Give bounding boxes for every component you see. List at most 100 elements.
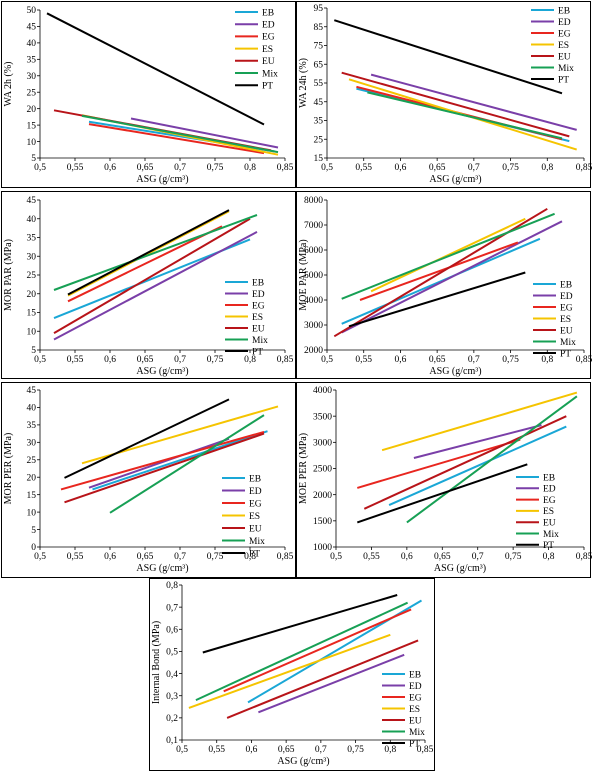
x-tick-label: 0,7 — [174, 163, 186, 173]
x-tick-label: 0,65 — [429, 355, 446, 365]
x-tick-label: 0,85 — [417, 745, 434, 755]
legend-label-pt: PT — [252, 347, 263, 357]
x-tick-label: 0,7 — [468, 355, 480, 365]
x-tick-label: 0,55 — [355, 355, 372, 365]
series-line-eb — [341, 237, 541, 325]
series-line-pt — [67, 209, 230, 296]
y-tick-label: 2500 — [313, 465, 332, 475]
y-tick-label: 40 — [27, 39, 37, 49]
y-tick-label: 50 — [27, 6, 37, 16]
x-tick-label: 0,8 — [541, 163, 553, 173]
x-axis-label: ASG (g/cm³) — [277, 756, 329, 767]
series-line-eg — [67, 225, 223, 303]
y-tick-label: 55 — [314, 79, 324, 89]
series-line-es — [381, 391, 578, 452]
x-tick-label: 0,6 — [245, 745, 257, 755]
legend-label-eg: EG — [558, 29, 571, 39]
x-axis-label: ASG (g/cm³) — [434, 563, 486, 574]
x-tick-label: 0,7 — [315, 745, 327, 755]
y-tick-label: 15 — [27, 491, 37, 501]
x-tick-label: 0,6 — [401, 552, 413, 562]
y-tick-label: 30 — [27, 252, 37, 262]
y-axis-label: MOE PER (MPa) — [298, 433, 309, 504]
series-line-mix — [367, 91, 563, 140]
y-tick-label: 10 — [27, 138, 37, 148]
legend-label-pt: PT — [409, 739, 420, 749]
legend-label-es: ES — [409, 705, 420, 715]
series-line-eu — [341, 71, 570, 138]
y-tick-label: 65 — [314, 60, 324, 70]
series-line-eu — [363, 415, 567, 510]
legend-label-mix: Mix — [249, 537, 265, 547]
y-tick-label: 15 — [314, 154, 324, 164]
x-axis-label: ASG (g/cm³) — [429, 366, 481, 377]
series-line-es — [370, 217, 526, 293]
y-tick-label: 0,2 — [166, 714, 178, 724]
series-line-eb — [388, 425, 567, 507]
legend-label-eu: EU — [543, 519, 556, 529]
x-tick-label: 0,6 — [394, 163, 406, 173]
y-tick-label: 0,4 — [166, 670, 178, 680]
y-tick-label: 15 — [27, 309, 37, 319]
x-tick-label: 0,75 — [207, 355, 224, 365]
chart-panel-mid1-left: 0,5 0,55 0,6 0,65 0,7 0,75 0,8 0,85 5 10 15 20 25 30 3… — [1, 191, 296, 379]
x-tick-label: 0,85 — [576, 552, 592, 562]
chart-panel-top-left: 0,5 0,55 0,6 0,65 0,7 0,75 0,8 0,85 5 10 15 20 25 30 3… — [1, 1, 296, 188]
series-line-pt — [333, 19, 563, 95]
y-tick-label: 2000 — [313, 491, 332, 501]
x-tick-label: 0,65 — [278, 745, 295, 755]
x-tick-label: 0,65 — [137, 355, 154, 365]
series-line-mix — [195, 601, 409, 702]
y-tick-label: 5 — [31, 526, 36, 536]
legend-label-mix: Mix — [252, 336, 268, 346]
y-tick-label: 1500 — [313, 517, 332, 527]
y-tick-label: 35 — [314, 117, 324, 127]
x-tick-label: 0,6 — [104, 552, 116, 562]
x-tick-label: 0,55 — [67, 163, 84, 173]
legend-label-pt: PT — [560, 349, 571, 359]
x-tick-label: 0,65 — [429, 163, 446, 173]
series-line-eg — [359, 241, 519, 301]
y-tick-label: 5000 — [304, 271, 323, 281]
legend-label-pt: PT — [543, 541, 554, 551]
series-line-pt — [348, 271, 526, 328]
x-axis-label: ASG (g/cm³) — [136, 366, 188, 377]
y-tick-label: 35 — [27, 234, 37, 244]
series-line-pt — [356, 463, 528, 524]
chart-panel-mid2-left: 0,5 0,55 0,6 0,65 0,7 0,75 0,8 0,85 0 5 10 15 20 25 30… — [1, 382, 296, 578]
x-tick-label: 0,75 — [502, 163, 519, 173]
y-tick-label: 45 — [314, 98, 324, 108]
legend-label-ed: ED — [262, 21, 275, 31]
x-tick-label: 0,7 — [174, 552, 186, 562]
y-tick-label: 35 — [27, 56, 37, 66]
series-line-ed — [130, 117, 279, 149]
y-tick-label: 3000 — [304, 321, 323, 331]
y-tick-label: 4000 — [304, 296, 323, 306]
y-tick-label: 20 — [27, 105, 37, 115]
series-line-eg — [88, 123, 265, 155]
x-tick-label: 0,55 — [363, 552, 380, 562]
y-tick-label: 15 — [27, 121, 37, 131]
x-tick-label: 0,8 — [541, 355, 553, 365]
legend-label-mix: Mix — [558, 64, 574, 74]
x-tick-label: 0,75 — [505, 552, 522, 562]
legend-label-es: ES — [249, 512, 260, 522]
legend-label-eg: EG — [262, 33, 275, 43]
y-tick-label: 25 — [27, 88, 37, 98]
y-axis-label: MOE PAR (MPa) — [298, 239, 309, 310]
legend-label-mix: Mix — [262, 69, 278, 79]
series-line-ed — [370, 73, 577, 131]
legend-label-eb: EB — [409, 670, 421, 680]
x-tick-label: 0,55 — [67, 552, 84, 562]
series-line-ed — [413, 424, 542, 459]
y-tick-label: 5 — [31, 154, 36, 164]
series-line-ed — [53, 231, 258, 341]
legend-label-es: ES — [262, 45, 273, 55]
legend-label-mix: Mix — [560, 338, 576, 348]
x-tick-label: 0,75 — [347, 745, 364, 755]
legend-label-mix: Mix — [543, 530, 559, 540]
y-tick-label: 20 — [27, 473, 37, 483]
x-tick-label: 0,5 — [176, 745, 188, 755]
